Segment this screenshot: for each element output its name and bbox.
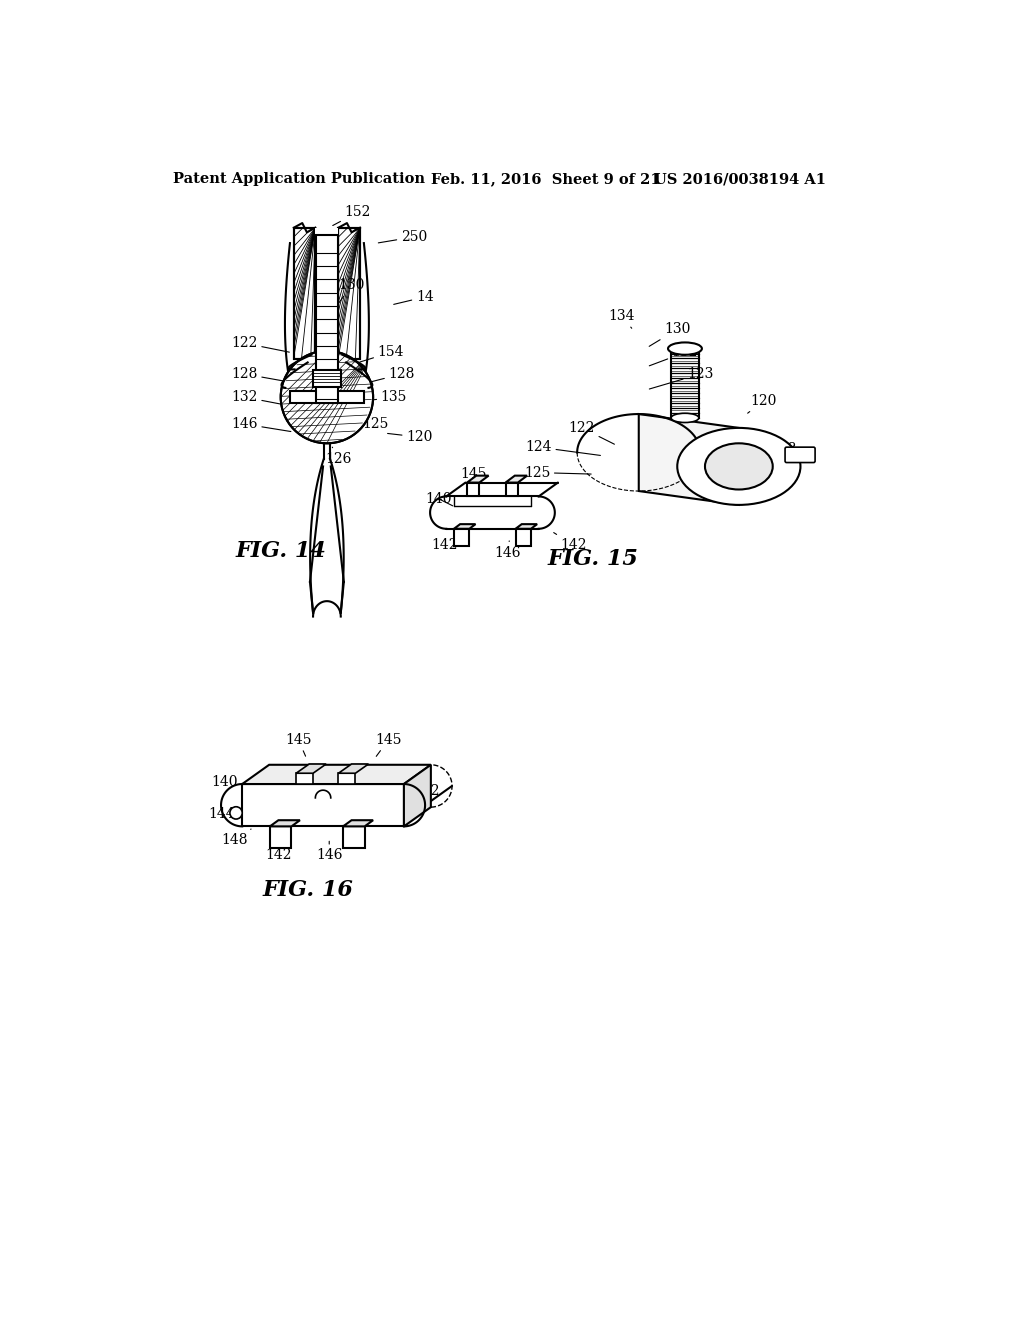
Text: 145: 145	[285, 733, 311, 756]
Text: 134: 134	[608, 309, 635, 329]
Text: 145: 145	[460, 467, 486, 484]
Ellipse shape	[677, 414, 693, 422]
Circle shape	[281, 351, 373, 444]
Ellipse shape	[705, 444, 773, 490]
Text: Feb. 11, 2016  Sheet 9 of 21: Feb. 11, 2016 Sheet 9 of 21	[431, 172, 660, 186]
Text: 130: 130	[332, 279, 365, 313]
Polygon shape	[403, 764, 431, 826]
Text: 140: 140	[211, 775, 249, 791]
Text: 120: 120	[387, 430, 432, 444]
Text: 128: 128	[367, 367, 415, 383]
Polygon shape	[296, 774, 313, 784]
Text: 146: 146	[231, 417, 291, 432]
Polygon shape	[243, 784, 403, 826]
Polygon shape	[454, 529, 469, 545]
Text: 154: 154	[359, 346, 404, 362]
Text: FIG. 16: FIG. 16	[262, 879, 353, 902]
Text: 125: 125	[524, 466, 591, 479]
Bar	[316, 235, 338, 404]
Bar	[339, 228, 360, 359]
Circle shape	[230, 807, 243, 818]
Text: 135: 135	[366, 391, 408, 404]
Ellipse shape	[668, 342, 701, 355]
Polygon shape	[339, 774, 355, 784]
Text: 123: 123	[649, 367, 714, 389]
Text: 122: 122	[568, 421, 614, 445]
Polygon shape	[506, 483, 518, 496]
Bar	[339, 228, 360, 359]
Text: 125: 125	[351, 417, 388, 432]
Text: 145: 145	[375, 733, 401, 756]
Text: FIG. 15: FIG. 15	[547, 548, 638, 570]
Polygon shape	[270, 820, 300, 826]
FancyBboxPatch shape	[785, 447, 815, 462]
Text: 146: 146	[495, 541, 521, 560]
Text: 132: 132	[649, 346, 698, 366]
Text: 142: 142	[554, 532, 587, 552]
Polygon shape	[639, 414, 739, 506]
Text: 142: 142	[265, 843, 292, 862]
Polygon shape	[467, 475, 488, 483]
Text: 250: 250	[378, 230, 427, 244]
Text: 142: 142	[431, 533, 459, 552]
Polygon shape	[270, 826, 292, 847]
Polygon shape	[506, 475, 527, 483]
Text: 144: 144	[208, 808, 251, 821]
Text: 152: 152	[333, 206, 371, 226]
Text: 120: 120	[748, 393, 776, 413]
Bar	[315, 228, 339, 359]
Text: Patent Application Publication: Patent Application Publication	[173, 172, 425, 186]
Ellipse shape	[677, 428, 801, 506]
Bar	[294, 228, 315, 359]
Polygon shape	[339, 764, 369, 774]
Text: 14: 14	[393, 290, 433, 305]
Text: 126: 126	[326, 447, 351, 466]
Text: US 2016/0038194 A1: US 2016/0038194 A1	[654, 172, 826, 186]
Text: 128: 128	[231, 367, 287, 381]
Text: 128: 128	[767, 442, 797, 457]
Polygon shape	[515, 524, 538, 529]
Polygon shape	[296, 764, 326, 774]
Bar	[313, 370, 341, 387]
Text: 132: 132	[231, 391, 284, 404]
Polygon shape	[243, 764, 431, 784]
Text: 142: 142	[406, 784, 440, 799]
Polygon shape	[454, 524, 475, 529]
Text: 140: 140	[425, 492, 453, 506]
Text: FIG. 14: FIG. 14	[236, 540, 327, 562]
Ellipse shape	[671, 413, 698, 422]
Text: 122: 122	[231, 337, 290, 352]
Text: 124: 124	[525, 440, 600, 455]
Polygon shape	[343, 820, 373, 826]
Bar	[294, 228, 315, 359]
Polygon shape	[467, 483, 479, 496]
Text: 146: 146	[316, 841, 342, 862]
Polygon shape	[515, 529, 531, 545]
Polygon shape	[343, 826, 365, 847]
Text: 148: 148	[221, 829, 251, 847]
Bar	[290, 391, 364, 404]
Text: 130: 130	[649, 322, 690, 346]
